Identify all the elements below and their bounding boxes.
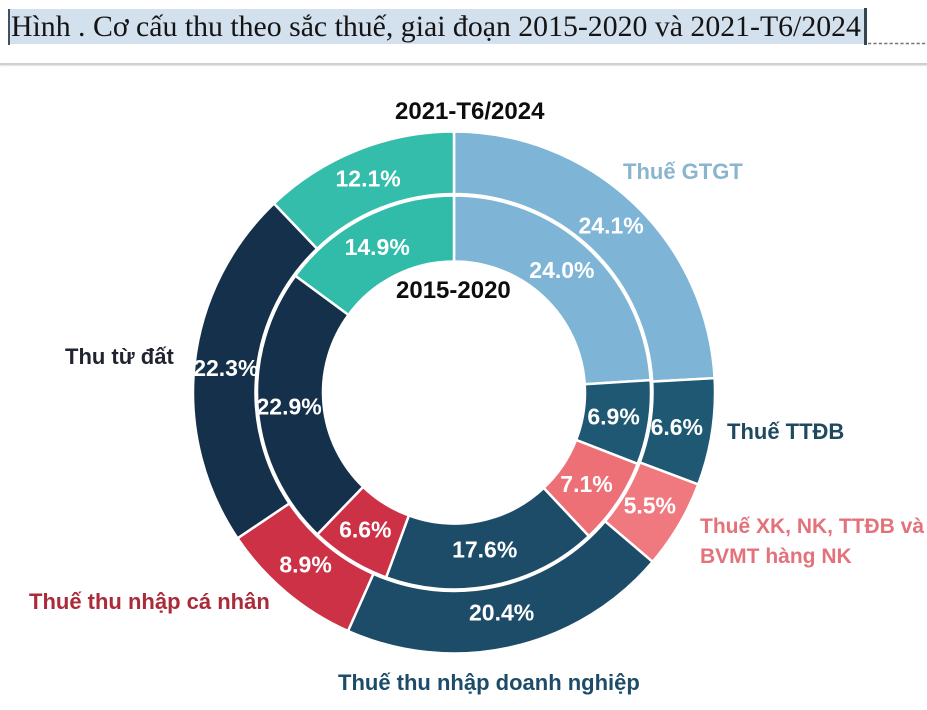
svg-text:24.0%: 24.0% [529, 257, 594, 283]
svg-text:12.1%: 12.1% [335, 165, 400, 191]
svg-text:24.1%: 24.1% [578, 213, 643, 239]
svg-text:14.9%: 14.9% [345, 234, 410, 260]
svg-text:8.9%: 8.9% [279, 552, 331, 578]
svg-text:6.9%: 6.9% [587, 404, 639, 430]
svg-text:5.5%: 5.5% [624, 493, 676, 519]
svg-text:20.4%: 20.4% [469, 599, 534, 625]
svg-text:17.6%: 17.6% [452, 537, 517, 563]
svg-text:22.3%: 22.3% [193, 355, 258, 381]
svg-text:6.6%: 6.6% [651, 414, 703, 440]
svg-text:7.1%: 7.1% [560, 471, 612, 497]
svg-text:6.6%: 6.6% [339, 517, 391, 543]
svg-text:22.9%: 22.9% [256, 393, 321, 419]
